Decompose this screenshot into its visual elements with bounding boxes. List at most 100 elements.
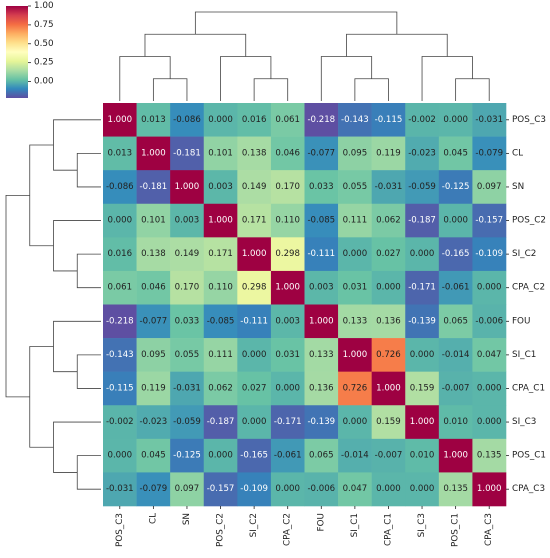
row-dendrogram (5, 119, 101, 490)
cell-value-label: 0.171 (242, 216, 267, 226)
cell-value-label: 0.045 (443, 148, 468, 158)
cell-value-label: -0.187 (408, 216, 436, 226)
colorbar-tick-label: 0.00 (34, 77, 54, 87)
cell-value-label: 0.003 (309, 283, 334, 293)
heatmap-cell (371, 136, 406, 171)
cell-value-label: 1.000 (443, 451, 468, 461)
colorbar: 1.00 0.75 0.50 0.25 0.00 (6, 1, 54, 98)
cell-value-label: -0.079 (140, 484, 168, 494)
heatmap-cell (338, 270, 372, 305)
heatmap-cell (472, 170, 507, 205)
cell-value-label: 0.298 (242, 283, 267, 293)
heatmap-cell (371, 103, 406, 137)
cell-value-label: 0.101 (141, 216, 166, 226)
heatmap-cell (338, 472, 372, 507)
cell-value-label: 1.000 (309, 316, 334, 326)
cell-value-label: -0.139 (307, 417, 335, 427)
heatmap-cell (103, 304, 137, 339)
cell-value-label: 0.149 (175, 249, 200, 259)
cell-value-label: 0.047 (477, 350, 502, 360)
heatmap-cell (304, 270, 339, 305)
cell-value-label: 0.111 (343, 216, 368, 226)
row-label: POS_C3 (512, 115, 546, 125)
cell-value-label: 0.000 (107, 451, 132, 461)
heatmap-cell (103, 270, 137, 305)
row-label: POS_C2 (512, 216, 546, 226)
cell-value-label: 0.159 (376, 417, 401, 427)
heatmap-cell (371, 203, 406, 238)
heatmap-cell (270, 237, 305, 272)
heatmap-cell (405, 136, 440, 171)
cell-value-label: 0.000 (275, 484, 300, 494)
heatmap-cell (304, 405, 339, 440)
cell-value-label: 0.149 (242, 182, 267, 192)
heatmap-cell (136, 371, 171, 406)
heatmap-cell (270, 203, 305, 238)
column-label: CPA_C1 (383, 513, 393, 546)
heatmap-cell (136, 270, 171, 305)
heatmap-cell (103, 338, 137, 372)
dendrogram-link (119, 56, 171, 101)
heatmap-cell (472, 371, 507, 406)
cell-value-label: -0.007 (442, 383, 470, 393)
cell-value-label: -0.014 (442, 350, 470, 360)
heatmap-cell (338, 304, 372, 339)
cell-value-label: 0.726 (343, 383, 368, 393)
cell-value-label: 0.111 (208, 350, 233, 360)
heatmap-cell (405, 103, 440, 137)
heatmap-cell (338, 136, 372, 171)
cell-value-label: -0.111 (307, 249, 335, 259)
cell-value-label: 0.119 (141, 383, 166, 393)
dendrogram-link (253, 78, 289, 101)
heatmap-cell (237, 270, 272, 305)
cell-value-label: -0.079 (475, 148, 503, 158)
heatmap-cell (472, 338, 507, 372)
cell-value-label: -0.171 (274, 417, 302, 427)
heatmap-cell (371, 338, 406, 372)
heatmap-cell (338, 203, 372, 238)
heatmap-cell (304, 371, 339, 406)
cell-value-label: 0.031 (343, 283, 368, 293)
cell-value-label: -0.115 (106, 383, 134, 393)
heatmap-cell (203, 338, 238, 372)
heatmap-cell (338, 405, 372, 440)
heatmap-cell (270, 438, 305, 473)
cell-value-label: 0.000 (275, 383, 300, 393)
heatmap-cell (405, 438, 440, 473)
cell-value-label: 0.061 (275, 115, 300, 125)
heatmap-cell (237, 405, 272, 440)
cell-value-label: 0.013 (107, 148, 132, 158)
cell-value-label: -0.031 (106, 484, 134, 494)
cell-value-label: 0.000 (107, 216, 132, 226)
cell-value-label: 0.046 (275, 148, 300, 158)
cell-value-label: -0.077 (140, 316, 168, 326)
cell-value-label: 0.110 (208, 283, 233, 293)
colorbar-gradient (6, 6, 28, 98)
cell-value-label: 0.097 (175, 484, 200, 494)
column-dendrogram (119, 11, 490, 101)
row-label: CPA_C2 (512, 283, 545, 293)
heatmap-cell (103, 103, 137, 137)
heatmap-cell (170, 203, 205, 238)
cell-value-label: 1.000 (208, 216, 233, 226)
heatmap-cell (371, 170, 406, 205)
cell-value-label: 0.003 (275, 316, 300, 326)
cell-value-label: 0.000 (443, 115, 468, 125)
cell-value-label: -0.157 (475, 216, 503, 226)
cell-value-label: 0.171 (208, 249, 233, 259)
cell-value-label: 0.000 (410, 249, 435, 259)
cell-value-label: 0.055 (175, 350, 200, 360)
heatmap-cell (338, 371, 372, 406)
column-label: SI_C3 (417, 513, 427, 537)
heatmap-cell (136, 405, 171, 440)
heatmap-cell (170, 237, 205, 272)
heatmap-cell (371, 304, 406, 339)
cell-value-label: 0.000 (343, 417, 368, 427)
heatmap-cell (237, 338, 272, 372)
dendrogram-link (76, 253, 101, 289)
dendrogram-link (354, 78, 389, 101)
dendrogram-link (455, 78, 490, 101)
heatmap-cell (304, 203, 339, 238)
heatmap-cell (136, 338, 171, 372)
cell-value-label: -0.125 (442, 182, 470, 192)
